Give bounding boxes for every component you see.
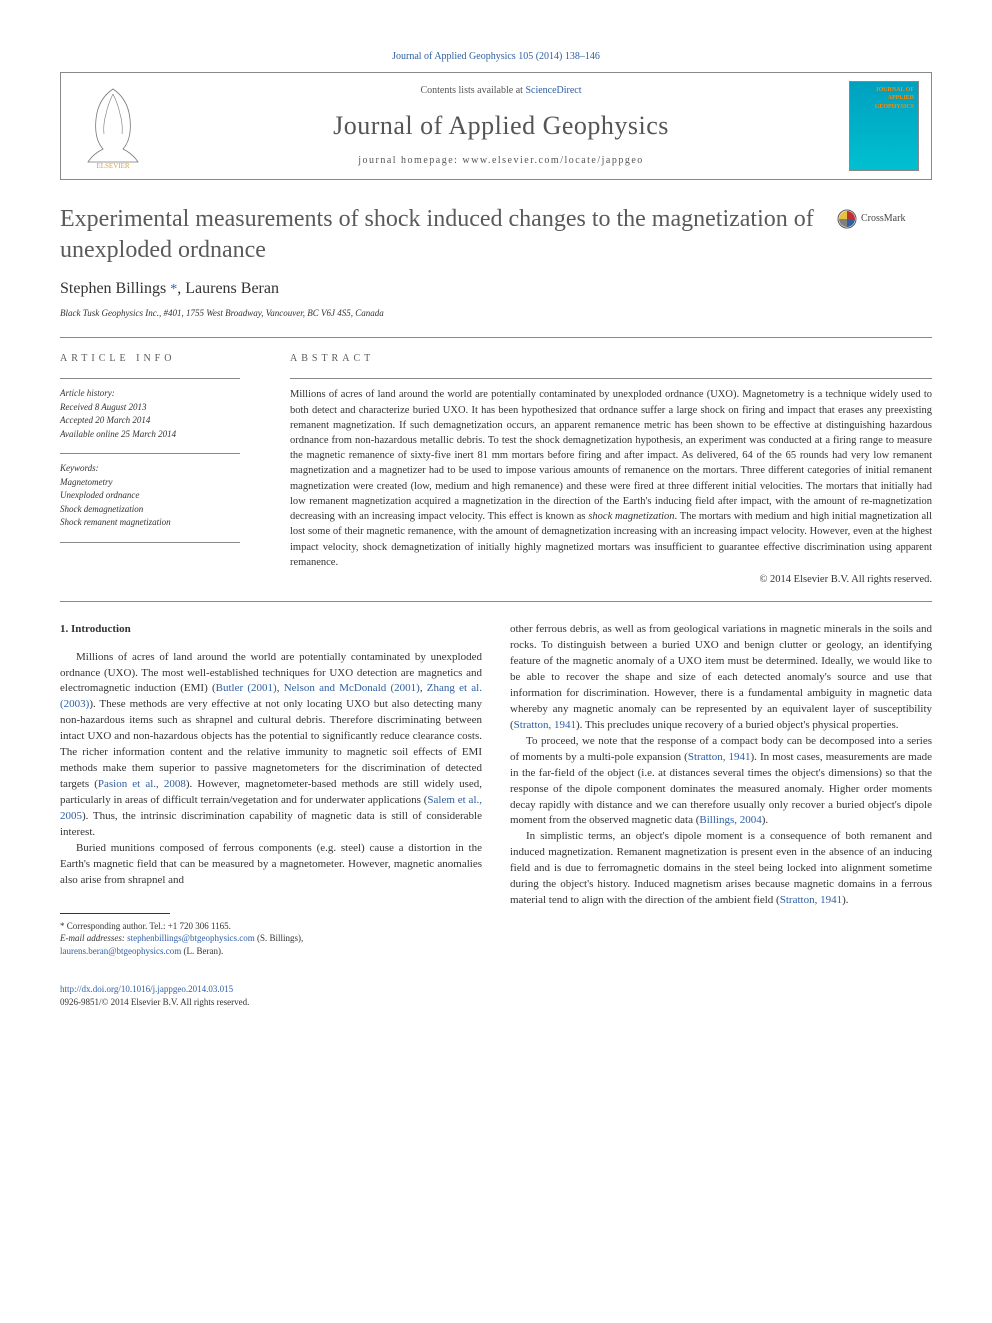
cite-stratton-2[interactable]: Stratton, 1941 bbox=[688, 751, 751, 763]
abstract-heading: ABSTRACT bbox=[290, 352, 932, 366]
cite-pasion[interactable]: Pasion et al., 2008 bbox=[98, 778, 186, 790]
cite-stratton-1[interactable]: Stratton, 1941 bbox=[514, 719, 576, 731]
history-label: Article history: bbox=[60, 387, 260, 401]
p5-b: ). bbox=[842, 894, 848, 906]
email-2[interactable]: laurens.beran@btgeophysics.com bbox=[60, 946, 181, 956]
citation-link[interactable]: Journal of Applied Geophysics 105 (2014)… bbox=[392, 51, 600, 62]
homepage-prefix: journal homepage: bbox=[358, 155, 462, 166]
email-1[interactable]: stephenbillings@btgeophysics.com bbox=[127, 933, 255, 943]
body-columns: 1. Introduction Millions of acres of lan… bbox=[60, 622, 932, 957]
keyword-2: Unexploded ordnance bbox=[60, 489, 260, 503]
right-column: other ferrous debris, as well as from ge… bbox=[510, 622, 932, 957]
abstract-text: Millions of acres of land around the wor… bbox=[290, 387, 932, 587]
cite-billings[interactable]: Billings, 2004 bbox=[699, 814, 761, 826]
para-5: In simplistic terms, an object's dipole … bbox=[510, 829, 932, 909]
cover-text: JOURNAL OF APPLIED GEOPHYSICS bbox=[850, 82, 918, 115]
article-title: Experimental measurements of shock induc… bbox=[60, 204, 837, 266]
email-line: E-mail addresses: stephenbillings@btgeop… bbox=[60, 932, 482, 945]
email-line-2: laurens.beran@btgeophysics.com (L. Beran… bbox=[60, 945, 482, 958]
affiliation: Black Tusk Geophysics Inc., #401, 1755 W… bbox=[60, 307, 932, 320]
contents-prefix: Contents lists available at bbox=[420, 85, 525, 96]
info-abstract-row: ARTICLE INFO Article history: Received 8… bbox=[60, 352, 932, 587]
title-row: Experimental measurements of shock induc… bbox=[60, 204, 932, 266]
crossmark-badge[interactable]: CrossMark bbox=[837, 204, 932, 234]
divider-bottom bbox=[60, 601, 932, 602]
info-hr-2 bbox=[60, 453, 240, 454]
elsevier-logo: ELSEVIER bbox=[73, 81, 153, 171]
article-info-heading: ARTICLE INFO bbox=[60, 352, 260, 366]
email-1-who: (S. Billings), bbox=[255, 933, 304, 943]
citation-header: Journal of Applied Geophysics 105 (2014)… bbox=[60, 50, 932, 64]
p1-c: , bbox=[420, 682, 427, 694]
journal-name: Journal of Applied Geophysics bbox=[153, 108, 849, 144]
received-line: Received 8 August 2013 bbox=[60, 401, 260, 415]
para-4: To proceed, we note that the response of… bbox=[510, 734, 932, 830]
info-hr-3 bbox=[60, 542, 240, 543]
email-label: E-mail addresses: bbox=[60, 933, 127, 943]
crossmark-icon bbox=[837, 209, 857, 229]
corresponding-line: * Corresponding author. Tel.: +1 720 306… bbox=[60, 920, 482, 933]
footnote-divider bbox=[60, 913, 170, 914]
para-1: Millions of acres of land around the wor… bbox=[60, 650, 482, 841]
keyword-4: Shock remanent magnetization bbox=[60, 516, 260, 530]
left-column: 1. Introduction Millions of acres of lan… bbox=[60, 622, 482, 957]
p3-a: other ferrous debris, as well as from ge… bbox=[510, 623, 932, 731]
info-hr-1 bbox=[60, 378, 240, 379]
abstract-shock-term: shock magnetization bbox=[588, 511, 674, 522]
cite-stratton-3[interactable]: Stratton, 1941 bbox=[780, 894, 842, 906]
keywords-block: Keywords: Magnetometry Unexploded ordnan… bbox=[60, 462, 260, 530]
issn-line: 0926-9851/© 2014 Elsevier B.V. All right… bbox=[60, 996, 932, 1009]
email-2-who: (L. Beran). bbox=[181, 946, 223, 956]
cite-butler[interactable]: Butler (2001) bbox=[216, 682, 277, 694]
keyword-1: Magnetometry bbox=[60, 476, 260, 490]
body-text-left: Millions of acres of land around the wor… bbox=[60, 650, 482, 889]
cover-top: JOURNAL OF bbox=[875, 87, 914, 93]
authors-line: Stephen Billings *, Laurens Beran bbox=[60, 278, 932, 300]
body-text-right: other ferrous debris, as well as from ge… bbox=[510, 622, 932, 909]
cite-nelson[interactable]: Nelson and McDonald (2001) bbox=[284, 682, 420, 694]
page-footer: http://dx.doi.org/10.1016/j.jappgeo.2014… bbox=[60, 983, 932, 1008]
abstract-column: ABSTRACT Millions of acres of land aroun… bbox=[290, 352, 932, 587]
history-block: Article history: Received 8 August 2013 … bbox=[60, 387, 260, 441]
article-info-column: ARTICLE INFO Article history: Received 8… bbox=[60, 352, 260, 587]
keywords-label: Keywords: bbox=[60, 462, 260, 476]
p1-b: , bbox=[277, 682, 284, 694]
divider-top bbox=[60, 337, 932, 338]
para-3: other ferrous debris, as well as from ge… bbox=[510, 622, 932, 734]
p1-d: ). These methods are very effective at n… bbox=[60, 698, 482, 790]
header-center: Contents lists available at ScienceDirec… bbox=[153, 84, 849, 168]
journal-cover-thumbnail: JOURNAL OF APPLIED GEOPHYSICS bbox=[849, 81, 919, 171]
journal-header: ELSEVIER Contents lists available at Sci… bbox=[60, 72, 932, 180]
abstract-copyright: © 2014 Elsevier B.V. All rights reserved… bbox=[290, 572, 932, 587]
p4-c: ). bbox=[762, 814, 768, 826]
author-1: Stephen Billings bbox=[60, 280, 166, 297]
footnote-block: * Corresponding author. Tel.: +1 720 306… bbox=[60, 920, 482, 958]
sciencedirect-link[interactable]: ScienceDirect bbox=[525, 85, 581, 96]
p3-b: ). This precludes unique recovery of a b… bbox=[576, 719, 899, 731]
homepage-url: www.elsevier.com/locate/jappgeo bbox=[462, 155, 643, 166]
cover-main: APPLIED GEOPHYSICS bbox=[875, 95, 914, 109]
doi-link[interactable]: http://dx.doi.org/10.1016/j.jappgeo.2014… bbox=[60, 984, 233, 994]
p5-a: In simplistic terms, an object's dipole … bbox=[510, 830, 932, 906]
abstract-hr bbox=[290, 378, 932, 379]
accepted-line: Accepted 20 March 2014 bbox=[60, 414, 260, 428]
section-1-heading: 1. Introduction bbox=[60, 622, 482, 637]
svg-text:ELSEVIER: ELSEVIER bbox=[96, 162, 129, 169]
online-line: Available online 25 March 2014 bbox=[60, 428, 260, 442]
author-2: Laurens Beran bbox=[185, 280, 279, 297]
contents-line: Contents lists available at ScienceDirec… bbox=[153, 84, 849, 98]
abstract-pre: Millions of acres of land around the wor… bbox=[290, 389, 932, 522]
homepage-line: journal homepage: www.elsevier.com/locat… bbox=[153, 154, 849, 168]
para-2: Buried munitions composed of ferrous com… bbox=[60, 841, 482, 889]
crossmark-label: CrossMark bbox=[861, 212, 905, 226]
keyword-3: Shock demagnetization bbox=[60, 503, 260, 517]
p1-f: ). Thus, the intrinsic discrimination ca… bbox=[60, 810, 482, 838]
page-root: Journal of Applied Geophysics 105 (2014)… bbox=[0, 0, 992, 1049]
